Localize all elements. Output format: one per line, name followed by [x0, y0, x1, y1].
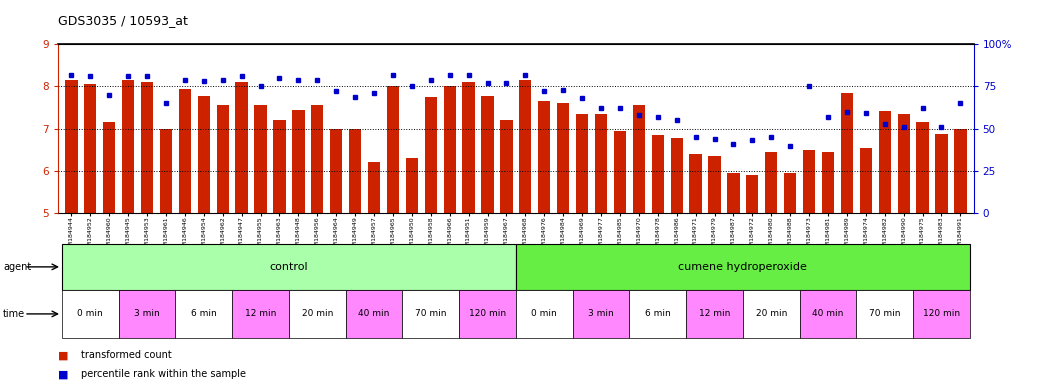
Text: 20 min: 20 min — [302, 310, 333, 318]
Bar — [898, 114, 909, 213]
Text: 20 min: 20 min — [756, 310, 787, 318]
Bar — [367, 162, 380, 213]
Text: transformed count: transformed count — [81, 350, 171, 360]
Bar — [516, 244, 969, 290]
Text: 3 min: 3 min — [134, 310, 160, 318]
Bar — [516, 290, 573, 338]
Bar — [118, 290, 175, 338]
Text: 40 min: 40 min — [813, 310, 844, 318]
Bar — [841, 93, 853, 213]
Bar — [403, 290, 459, 338]
Bar — [179, 88, 191, 213]
Bar — [482, 96, 494, 213]
Text: ■: ■ — [58, 350, 69, 360]
Bar — [311, 106, 324, 213]
Bar — [346, 290, 403, 338]
Bar — [935, 134, 948, 213]
Bar — [917, 122, 929, 213]
Bar — [878, 111, 891, 213]
Bar — [103, 122, 115, 213]
Text: 40 min: 40 min — [358, 310, 389, 318]
Text: 6 min: 6 min — [191, 310, 217, 318]
Bar — [538, 101, 550, 213]
Bar — [406, 158, 418, 213]
Bar — [62, 244, 516, 290]
Bar — [686, 290, 743, 338]
Bar — [197, 96, 210, 213]
Bar — [573, 290, 629, 338]
Text: 120 min: 120 min — [923, 310, 960, 318]
Text: 120 min: 120 min — [469, 310, 507, 318]
Text: ■: ■ — [58, 369, 69, 379]
Text: 70 min: 70 min — [869, 310, 901, 318]
Bar — [743, 290, 799, 338]
Text: GDS3035 / 10593_at: GDS3035 / 10593_at — [58, 14, 188, 27]
Bar — [160, 129, 172, 213]
Bar — [141, 82, 154, 213]
Bar — [62, 290, 118, 338]
Bar — [293, 109, 304, 213]
Bar — [463, 82, 474, 213]
Bar — [803, 150, 815, 213]
Bar — [519, 80, 531, 213]
Bar — [254, 106, 267, 213]
Bar — [443, 86, 456, 213]
Bar — [652, 135, 664, 213]
Text: 12 min: 12 min — [245, 310, 276, 318]
Bar — [273, 120, 285, 213]
Text: agent: agent — [3, 262, 31, 272]
Bar — [913, 290, 969, 338]
Bar — [217, 106, 228, 213]
Text: 0 min: 0 min — [531, 310, 557, 318]
Bar — [557, 103, 569, 213]
Bar — [459, 290, 516, 338]
Bar — [233, 290, 289, 338]
Bar — [576, 114, 589, 213]
Bar — [122, 80, 134, 213]
Text: 3 min: 3 min — [589, 310, 613, 318]
Text: 0 min: 0 min — [78, 310, 103, 318]
Bar — [671, 138, 683, 213]
Bar — [349, 129, 361, 213]
Text: control: control — [270, 262, 308, 272]
Bar — [595, 114, 607, 213]
Bar — [954, 129, 966, 213]
Text: cumene hydroperoxide: cumene hydroperoxide — [679, 262, 808, 272]
Bar — [330, 129, 343, 213]
Text: 6 min: 6 min — [645, 310, 671, 318]
Bar — [728, 173, 739, 213]
Text: percentile rank within the sample: percentile rank within the sample — [81, 369, 246, 379]
Bar — [746, 175, 759, 213]
Bar — [689, 154, 702, 213]
Bar — [799, 290, 856, 338]
Bar — [425, 97, 437, 213]
Bar — [289, 290, 346, 338]
Bar — [236, 82, 248, 213]
Bar — [613, 131, 626, 213]
Bar — [629, 290, 686, 338]
Bar — [175, 290, 233, 338]
Bar — [856, 290, 913, 338]
Bar — [784, 173, 796, 213]
Bar — [822, 152, 835, 213]
Text: 12 min: 12 min — [699, 310, 730, 318]
Text: 70 min: 70 min — [415, 310, 446, 318]
Bar — [859, 148, 872, 213]
Text: time: time — [3, 309, 25, 319]
Bar — [387, 86, 399, 213]
Bar — [500, 120, 513, 213]
Bar — [765, 152, 777, 213]
Bar — [84, 84, 97, 213]
Bar — [633, 106, 645, 213]
Bar — [65, 80, 78, 213]
Bar — [708, 156, 720, 213]
